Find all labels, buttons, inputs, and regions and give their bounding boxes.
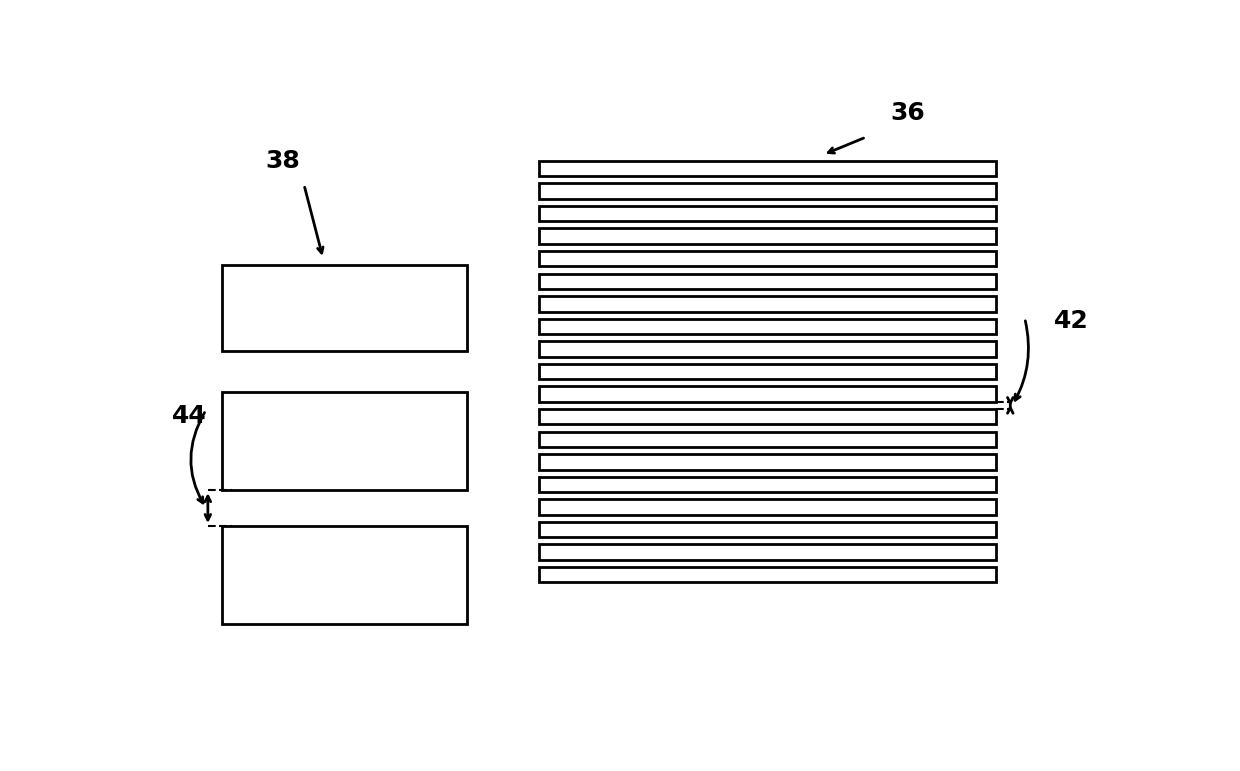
Bar [539,161,996,177]
Bar [539,386,996,402]
Bar [222,264,467,351]
Bar [539,318,996,334]
Bar [539,409,996,424]
Bar [539,499,996,514]
Bar [539,454,996,470]
Bar [222,392,467,490]
Bar [539,476,996,492]
Text: 42: 42 [1054,309,1089,333]
Bar [539,251,996,267]
Bar [539,567,996,582]
Text: 36: 36 [890,101,925,125]
Text: 38: 38 [265,149,300,173]
Text: 44: 44 [172,404,207,428]
Bar [539,183,996,199]
Bar [539,206,996,221]
Bar [539,432,996,447]
Bar [539,296,996,311]
Bar [539,274,996,289]
Bar [539,522,996,537]
Bar [539,342,996,357]
Bar [539,228,996,244]
Bar [539,544,996,560]
Bar [222,526,467,624]
Bar [539,364,996,379]
